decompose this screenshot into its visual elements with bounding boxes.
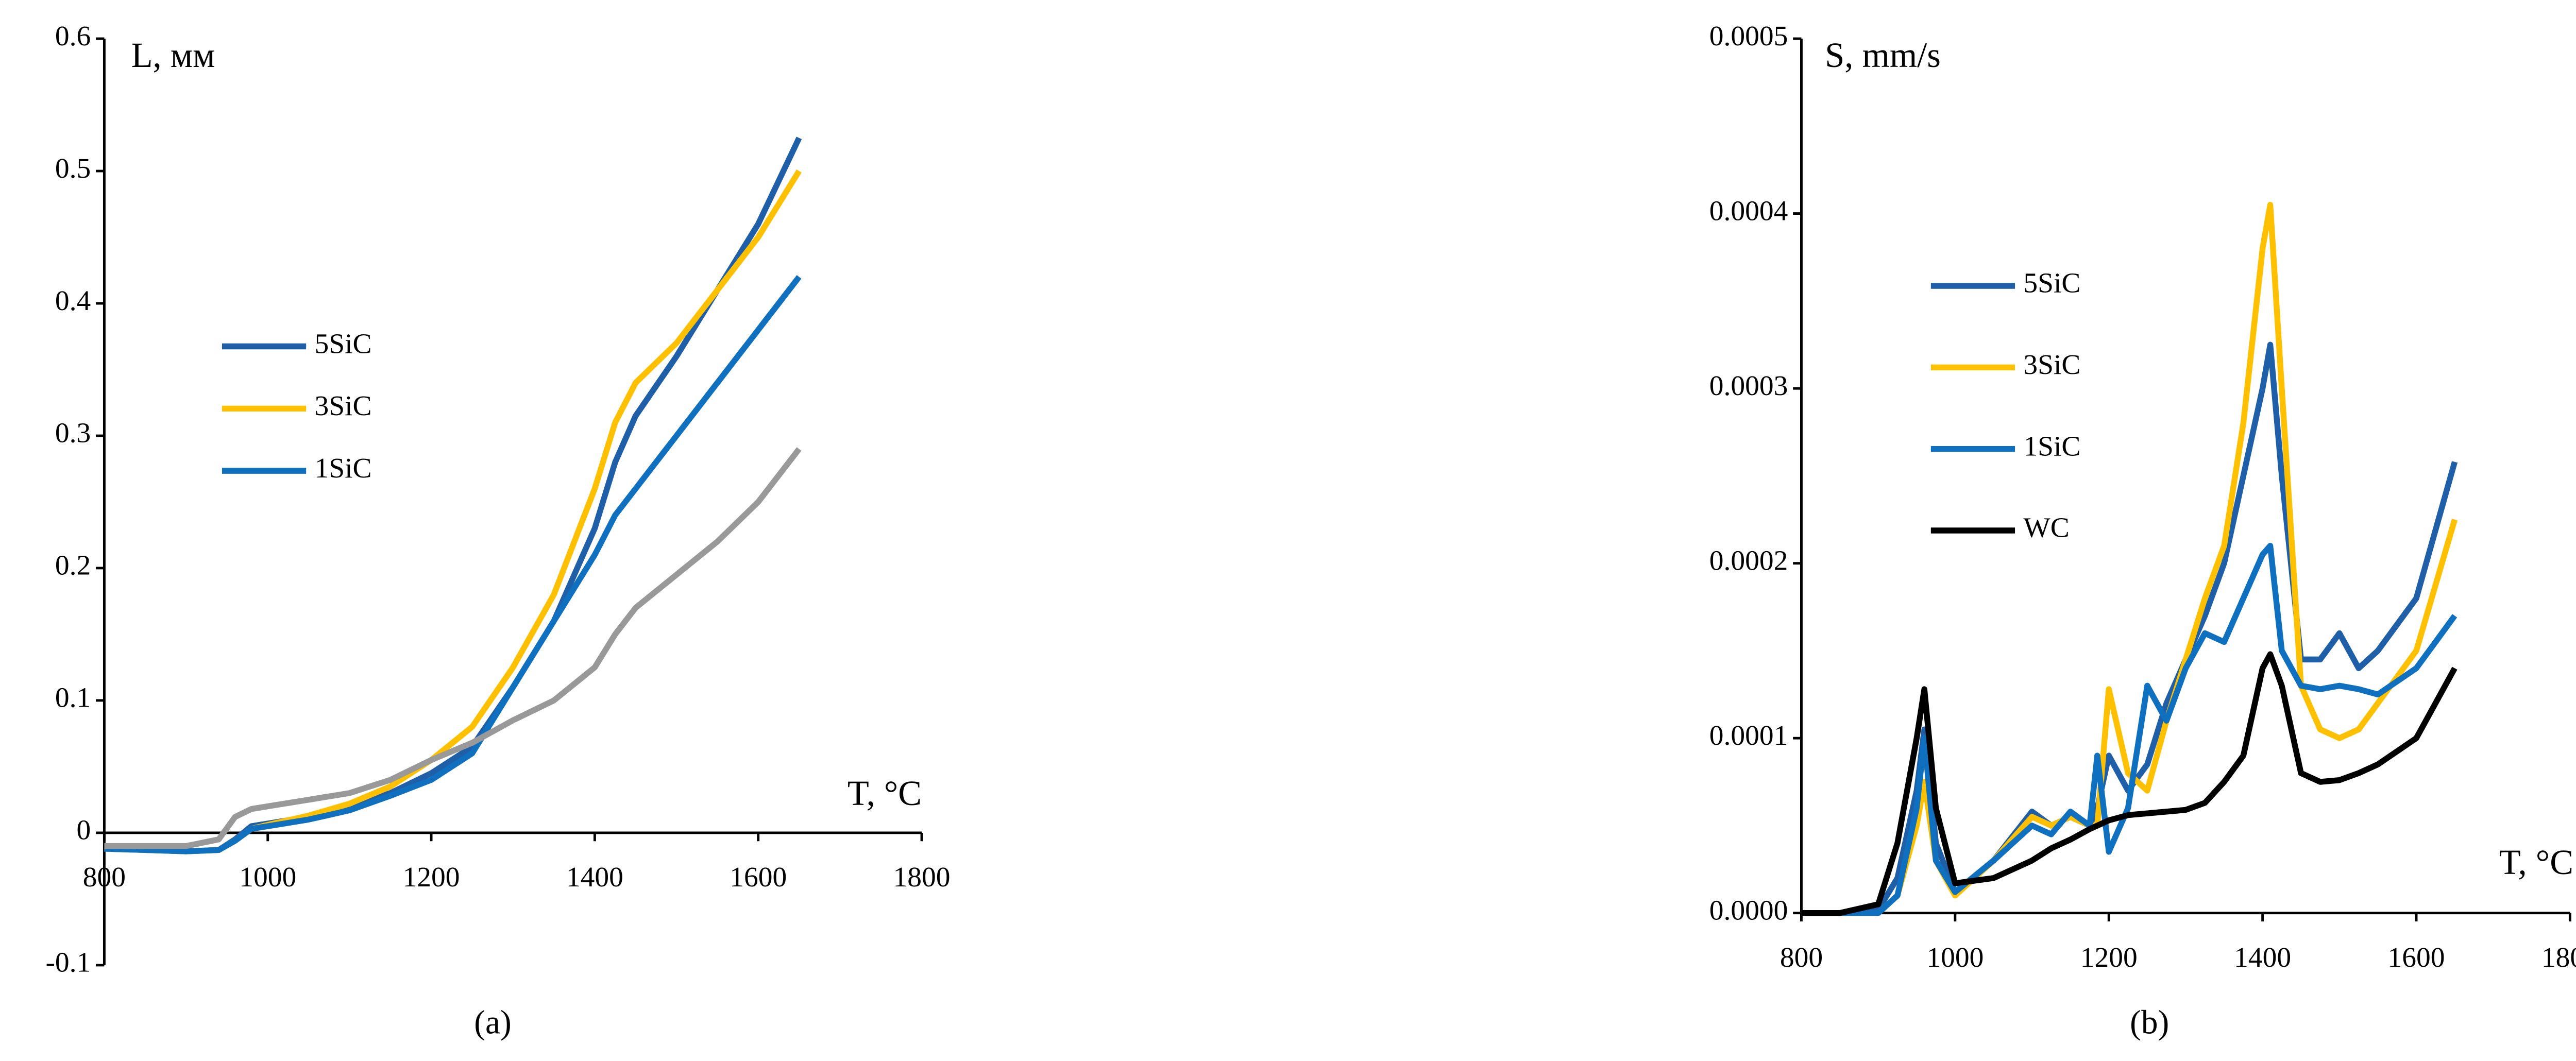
y-tick-label: 0.4 [55,285,91,317]
caption: (a) [474,1004,511,1041]
x-tick-label: 1200 [403,862,460,893]
y-tick-label: 0.0005 [1709,21,1788,52]
y-tick-label: 0.0004 [1709,195,1788,227]
y-axis-title: L, мм [131,36,215,75]
y-tick-label: 0.0002 [1709,545,1788,576]
x-tick-label: 1600 [730,862,787,893]
y-axis-title: S, mm/s [1825,36,1941,75]
y-tick-label: -0.1 [45,947,91,979]
series-line [104,275,802,854]
series-line [1801,201,2458,916]
legend-label: 5SiC [2023,268,2080,299]
series-line [1801,542,2458,916]
x-axis-title: T, °C [848,774,922,813]
x-tick-label: 800 [1780,942,1823,973]
legend-label: 3SiC [314,390,371,422]
legend-label: 5SiC [314,328,371,360]
x-tick-label: 1800 [2541,942,2576,973]
x-tick-label: 1400 [2234,942,2291,973]
x-tick-label: 1000 [1926,942,1984,973]
legend-label: 1SiC [314,453,371,484]
series-line [1801,651,2458,916]
x-tick-label: 1000 [239,862,296,893]
x-tick-label: 1200 [2080,942,2138,973]
y-tick-label: 0.0000 [1709,895,1788,926]
y-tick-label: 0.3 [55,418,91,449]
x-tick-label: 800 [83,862,126,893]
x-tick-label: 1800 [893,862,951,893]
series-line [104,447,802,849]
y-tick-label: 0.0003 [1709,370,1788,402]
y-tick-label: 0.1 [55,682,91,714]
y-tick-label: 0 [77,815,91,846]
y-tick-label: 0.6 [55,21,91,52]
legend-label: WC [2023,512,2069,544]
x-axis-title: T, °C [2499,843,2573,882]
caption: (b) [2130,1004,2169,1041]
y-tick-label: 0.0001 [1709,720,1788,751]
x-tick-label: 1600 [2388,942,2445,973]
x-tick-label: 1400 [566,862,623,893]
legend-label: 1SiC [2023,431,2080,462]
legend-label: 3SiC [2023,349,2080,381]
y-tick-label: 0.5 [55,153,91,184]
y-tick-label: 0.2 [55,550,91,581]
